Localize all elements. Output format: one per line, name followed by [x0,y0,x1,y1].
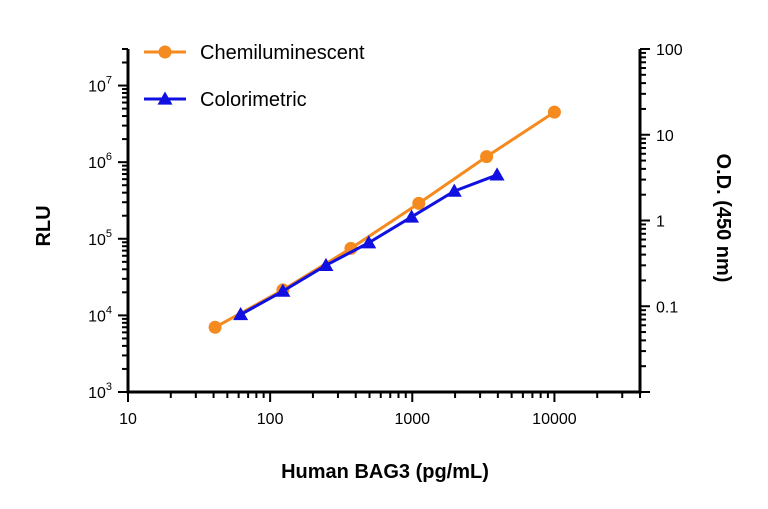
legend-label: Colorimetric [200,89,307,111]
legend-item: Chemiluminescent [144,42,365,64]
y-left-tick-label: 105 [88,228,112,249]
data-point [208,320,222,334]
data-point [318,257,334,271]
data-point [547,105,561,119]
y-left-tick-label: 106 [88,151,112,172]
legend-marker [157,91,173,105]
y-left-tick-label: 104 [88,304,112,325]
legend-label: Chemiluminescent [200,42,365,64]
series-colorimetric [233,167,505,321]
x-tick-label: 100 [257,411,284,428]
data-point [489,167,505,181]
axes: 10 100 1000 10000 103 104 105 106 107 0.1 1 10 100 [88,42,683,428]
data-point [412,196,426,210]
y-right-tick-label: 10 [656,128,674,145]
data-point [275,283,291,297]
data-point [361,235,377,249]
legend-marker [158,45,172,59]
y-right-axis-title: O.D. (450 nm) [712,154,734,283]
x-tick-label: 1000 [394,411,430,428]
x-axis-title: Human BAG3 (pg/mL) [281,461,489,483]
series-line [214,110,556,329]
data-point [446,183,462,197]
legend-item: Colorimetric [144,89,307,111]
series-chemiluminescent [208,105,561,334]
data-point [233,307,249,321]
y-left-tick-label: 103 [88,381,112,402]
data-point [480,150,494,164]
y-right-tick-label: 100 [656,42,683,59]
data-point [404,209,420,223]
y-left-tick-label: 107 [88,75,112,96]
legend: Chemiluminescent Colorimetric [144,42,365,111]
y-right-tick-label: 0.1 [656,299,678,316]
x-tick-label: 10000 [532,411,577,428]
y-left-axis-title: RLU [33,205,55,246]
series-layer [208,105,561,334]
y-right-tick-label: 1 [656,214,665,231]
x-tick-label: 10 [119,411,137,428]
